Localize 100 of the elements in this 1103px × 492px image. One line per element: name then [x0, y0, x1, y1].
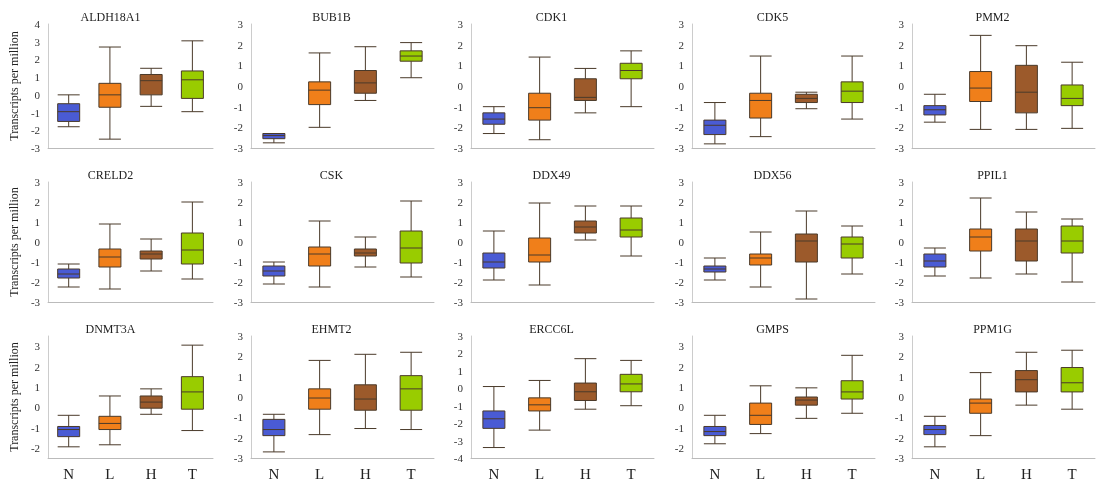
y-tick-label: -1: [454, 100, 464, 113]
y-axis-title: Transcripts per million: [7, 187, 21, 297]
x-tick-label: N: [488, 465, 500, 482]
y-tick-label: -3: [895, 452, 905, 464]
chart-title: PPM1G: [973, 322, 1013, 336]
y-tick-label: -2: [674, 276, 684, 288]
chart-title: CSK: [319, 168, 344, 182]
x-tick-label: T: [847, 465, 857, 482]
y-tick-label: 3: [34, 176, 41, 188]
y-tick-label: 2: [457, 347, 464, 360]
x-tick-label: L: [976, 465, 986, 482]
y-tick-label: 3: [457, 176, 464, 188]
y-tick-label: 1: [457, 216, 464, 228]
chart-title: DNMT3A: [85, 322, 136, 336]
y-tick-label: -2: [895, 121, 905, 134]
chart-title: DDX56: [753, 168, 792, 182]
y-tick-label: 1: [34, 380, 41, 393]
y-tick-label: 1: [898, 370, 905, 383]
x-tick-label: H: [580, 465, 592, 482]
y-axis-title: Transcripts per million: [7, 31, 21, 141]
y-tick-label: 0: [457, 80, 464, 92]
chart-title: CRELD2: [87, 168, 134, 182]
y-tick-label: 1: [34, 71, 41, 84]
y-tick-label: 1: [898, 216, 905, 228]
chart-title: EHMT2: [311, 322, 352, 336]
y-tick-label: -3: [233, 452, 244, 464]
y-tick-label: -4: [454, 452, 464, 464]
y-tick-label: -2: [30, 441, 41, 454]
y-tick-label: -2: [30, 276, 41, 288]
y-tick-label: 2: [237, 196, 243, 208]
y-tick-label: -3: [233, 142, 244, 154]
y-tick-label: 1: [237, 216, 243, 228]
y-tick-label: 3: [34, 340, 41, 353]
y-tick-label: -1: [233, 100, 243, 113]
y-tick-label: -3: [674, 296, 685, 308]
y-tick-label: 1: [34, 216, 41, 228]
y-tick-label: -3: [454, 434, 464, 447]
y-tick-label: -3: [30, 142, 41, 154]
y-tick-label: 3: [457, 330, 464, 342]
y-tick-label: -2: [895, 276, 905, 288]
y-tick-label: 0: [237, 236, 244, 248]
y-tick-label: 2: [898, 350, 905, 363]
y-axis-title: Transcripts per million: [7, 342, 21, 452]
y-tick-label: 2: [457, 38, 464, 51]
chart-title: ERCC6L: [529, 322, 575, 336]
x-tick-label: L: [535, 465, 545, 482]
chart-title: ALDH18A1: [80, 10, 141, 24]
y-tick-label: -1: [454, 256, 464, 268]
x-tick-label: T: [406, 465, 416, 482]
y-tick-label: 0: [678, 236, 685, 248]
x-tick-label: T: [187, 465, 197, 482]
x-tick-label: L: [755, 465, 766, 482]
x-tick-label: N: [709, 465, 721, 482]
y-tick-label: 1: [678, 216, 684, 228]
y-tick-label: -2: [674, 441, 684, 454]
y-tick-label: -3: [895, 142, 905, 154]
y-tick-label: -3: [674, 142, 685, 154]
y-tick-label: 1: [457, 59, 464, 72]
y-tick-label: -2: [233, 276, 243, 288]
y-tick-label: 2: [34, 360, 41, 373]
y-tick-label: -1: [674, 421, 684, 434]
x-tick-label: H: [359, 465, 371, 482]
chart-title: CDK1: [536, 10, 568, 24]
y-tick-label: 2: [34, 53, 41, 66]
x-tick-label: H: [800, 465, 812, 482]
y-tick-label: 1: [678, 380, 684, 393]
y-tick-label: 1: [457, 364, 464, 377]
y-tick-label: 4: [34, 18, 41, 30]
y-tick-label: 0: [678, 80, 685, 92]
y-tick-label: 3: [678, 340, 685, 353]
y-tick-label: 2: [898, 196, 905, 208]
x-tick-label: H: [1021, 465, 1033, 482]
y-tick-label: -2: [233, 431, 243, 444]
y-tick-label: 3: [678, 176, 685, 188]
y-tick-label: -1: [233, 256, 243, 268]
y-tick-label: -2: [674, 121, 684, 134]
y-tick-label: 0: [34, 88, 41, 101]
y-tick-label: 3: [237, 18, 244, 30]
y-tick-label: -1: [30, 106, 41, 119]
y-tick-label: -3: [895, 296, 905, 308]
y-tick-label: 0: [457, 236, 464, 248]
y-tick-label: 2: [237, 350, 243, 363]
x-tick-label: L: [105, 465, 115, 482]
y-tick-label: 2: [457, 196, 464, 208]
y-tick-label: 3: [898, 18, 905, 30]
y-tick-label: 3: [237, 176, 244, 188]
x-tick-label: N: [929, 465, 941, 482]
y-tick-label: 2: [678, 38, 684, 51]
y-tick-label: -3: [30, 296, 41, 308]
y-tick-label: 3: [457, 18, 464, 30]
y-tick-label: -2: [454, 276, 464, 288]
y-tick-label: 3: [237, 330, 244, 342]
y-tick-label: 2: [898, 38, 905, 51]
y-tick-label: -1: [674, 256, 684, 268]
chart-title: GMPS: [755, 322, 789, 336]
y-tick-label: -2: [233, 121, 243, 134]
y-tick-label: 3: [898, 176, 905, 188]
x-tick-label: N: [63, 465, 75, 482]
y-tick-label: 1: [898, 59, 905, 72]
y-tick-label: -3: [233, 296, 244, 308]
